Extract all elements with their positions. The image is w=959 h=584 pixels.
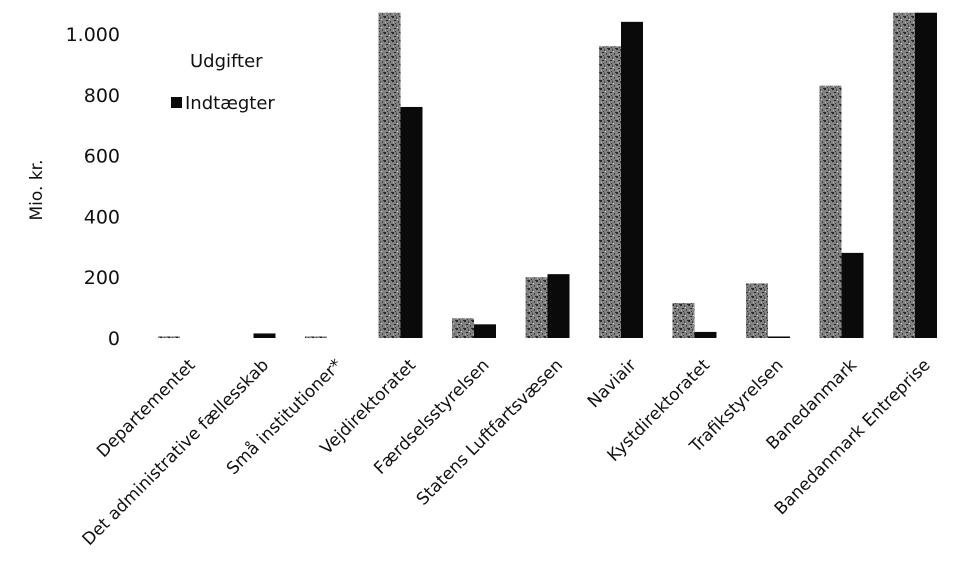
y-tick-label: 400 [84, 206, 120, 228]
y-tick-label: 600 [84, 146, 120, 168]
bars [158, 12, 937, 339]
bar-udgifter [158, 336, 180, 338]
y-axis-label: Mio. kr. [27, 160, 47, 221]
y-tick-label: 200 [84, 267, 120, 289]
bar-indtaegter [768, 336, 790, 338]
bar-udgifter [378, 12, 401, 338]
y-axis: 0 200 400 600 800 1.000 [66, 24, 120, 350]
y-tick-label: 1.000 [66, 24, 120, 46]
bar-udgifter [746, 283, 768, 338]
y-tick-label: 0 [108, 328, 120, 350]
y-tick-label: 800 [84, 85, 120, 107]
x-category-label: Statens Luftfartsvæsen [413, 355, 567, 509]
bar-udgifter [672, 303, 695, 338]
bar-udgifter [452, 318, 474, 338]
bar-indtaegter [915, 12, 937, 338]
legend-swatch-indtaegter [171, 97, 182, 108]
bar-udgifter [819, 85, 842, 339]
bar-indtaegter [547, 274, 570, 338]
x-category-label: Banedanmark Entreprise [771, 355, 935, 519]
bar-udgifter [525, 277, 548, 338]
legend: Udgifter Indtægter [171, 51, 275, 114]
x-category-label: Naviair [584, 355, 641, 412]
bar-indtaegter [253, 333, 276, 338]
legend-label-udgifter: Udgifter [190, 51, 263, 72]
bar-udgifter [305, 336, 327, 338]
bar-indtaegter [841, 252, 864, 338]
bar-udgifter [599, 46, 621, 338]
bar-indtaegter [621, 21, 643, 339]
bar-indtaegter [694, 331, 717, 338]
bar-indtaegter [474, 324, 496, 338]
legend-label-indtaegter: Indtægter [185, 93, 275, 114]
bar-indtaegter [400, 106, 423, 339]
bar-udgifter [893, 12, 915, 338]
